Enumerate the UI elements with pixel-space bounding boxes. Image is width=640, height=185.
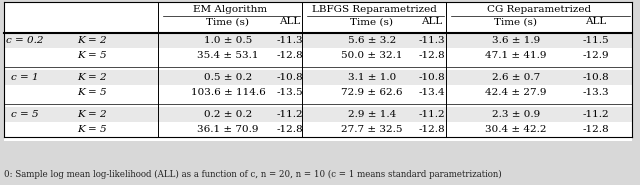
Text: 2.6 ± 0.7: 2.6 ± 0.7 bbox=[492, 73, 540, 82]
Text: -10.8: -10.8 bbox=[582, 73, 609, 82]
Text: K = 5: K = 5 bbox=[77, 125, 107, 134]
Text: -11.5: -11.5 bbox=[582, 36, 609, 45]
Text: 0: Sample log mean log-likelihood (ALL) as a function of c, n = 20, n = 10 (c = : 0: Sample log mean log-likelihood (ALL) … bbox=[4, 170, 502, 179]
Text: 0.2 ± 0.2: 0.2 ± 0.2 bbox=[204, 110, 252, 119]
Text: Time (s): Time (s) bbox=[207, 18, 250, 26]
Text: 3.6 ± 1.9: 3.6 ± 1.9 bbox=[492, 36, 540, 45]
Bar bbox=[4, 70, 632, 85]
Text: -11.2: -11.2 bbox=[276, 110, 303, 119]
Bar bbox=[4, 33, 632, 48]
Text: -10.8: -10.8 bbox=[419, 73, 445, 82]
Text: -12.8: -12.8 bbox=[419, 51, 445, 60]
Text: ALL: ALL bbox=[280, 18, 301, 26]
Text: K = 2: K = 2 bbox=[77, 73, 107, 82]
Text: -13.5: -13.5 bbox=[276, 88, 303, 97]
Text: c = 0.2: c = 0.2 bbox=[6, 36, 44, 45]
Text: Time (s): Time (s) bbox=[351, 18, 394, 26]
Text: 3.1 ± 1.0: 3.1 ± 1.0 bbox=[348, 73, 396, 82]
Text: 5.6 ± 3.2: 5.6 ± 3.2 bbox=[348, 36, 396, 45]
Text: K = 5: K = 5 bbox=[77, 88, 107, 97]
Text: CG Reparametrized: CG Reparametrized bbox=[487, 6, 591, 14]
Text: -13.3: -13.3 bbox=[582, 88, 609, 97]
Text: 27.7 ± 32.5: 27.7 ± 32.5 bbox=[341, 125, 403, 134]
Bar bbox=[4, 2, 632, 141]
Text: 42.4 ± 27.9: 42.4 ± 27.9 bbox=[485, 88, 547, 97]
Text: -10.8: -10.8 bbox=[276, 73, 303, 82]
Text: -12.8: -12.8 bbox=[276, 125, 303, 134]
Text: ALL: ALL bbox=[586, 18, 607, 26]
Text: c = 5: c = 5 bbox=[11, 110, 39, 119]
Text: -13.4: -13.4 bbox=[419, 88, 445, 97]
Text: 50.0 ± 32.1: 50.0 ± 32.1 bbox=[341, 51, 403, 60]
Text: -11.3: -11.3 bbox=[419, 36, 445, 45]
Text: 47.1 ± 41.9: 47.1 ± 41.9 bbox=[485, 51, 547, 60]
Text: K = 2: K = 2 bbox=[77, 36, 107, 45]
Text: 30.4 ± 42.2: 30.4 ± 42.2 bbox=[485, 125, 547, 134]
Text: 103.6 ± 114.6: 103.6 ± 114.6 bbox=[191, 88, 266, 97]
Text: LBFGS Reparametrized: LBFGS Reparametrized bbox=[312, 6, 436, 14]
Text: c = 1: c = 1 bbox=[11, 73, 39, 82]
Text: 0.5 ± 0.2: 0.5 ± 0.2 bbox=[204, 73, 252, 82]
Text: K = 2: K = 2 bbox=[77, 110, 107, 119]
Text: ALL: ALL bbox=[421, 18, 443, 26]
Text: -11.3: -11.3 bbox=[276, 36, 303, 45]
Text: 36.1 ± 70.9: 36.1 ± 70.9 bbox=[197, 125, 259, 134]
Text: -12.8: -12.8 bbox=[582, 125, 609, 134]
Text: -12.9: -12.9 bbox=[582, 51, 609, 60]
Text: 1.0 ± 0.5: 1.0 ± 0.5 bbox=[204, 36, 252, 45]
Text: -11.2: -11.2 bbox=[419, 110, 445, 119]
Text: 35.4 ± 53.1: 35.4 ± 53.1 bbox=[197, 51, 259, 60]
Bar bbox=[4, 107, 632, 122]
Text: 72.9 ± 62.6: 72.9 ± 62.6 bbox=[341, 88, 403, 97]
Text: -12.8: -12.8 bbox=[276, 51, 303, 60]
Text: Time (s): Time (s) bbox=[495, 18, 538, 26]
Text: 2.3 ± 0.9: 2.3 ± 0.9 bbox=[492, 110, 540, 119]
Text: -12.8: -12.8 bbox=[419, 125, 445, 134]
Text: 2.9 ± 1.4: 2.9 ± 1.4 bbox=[348, 110, 396, 119]
Text: EM Algorithm: EM Algorithm bbox=[193, 6, 267, 14]
Text: -11.2: -11.2 bbox=[582, 110, 609, 119]
Text: K = 5: K = 5 bbox=[77, 51, 107, 60]
